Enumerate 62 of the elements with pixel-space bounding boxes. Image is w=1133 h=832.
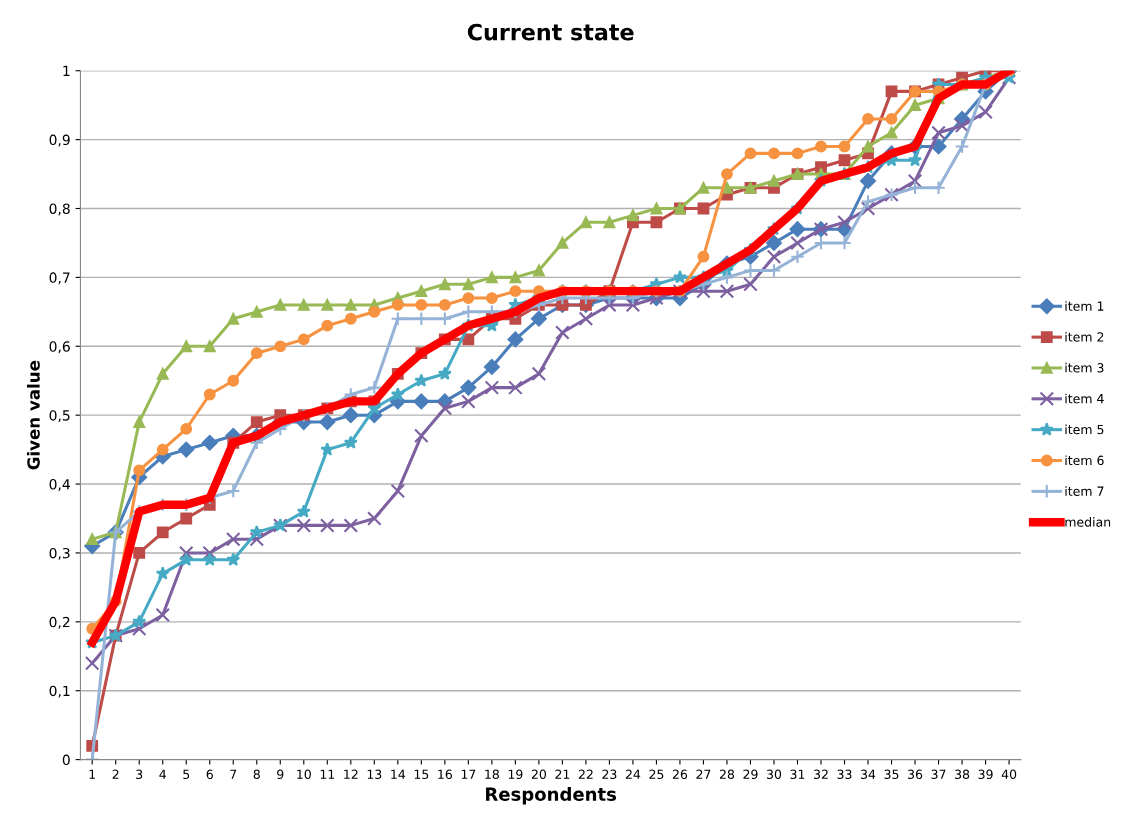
legend-label: item 5 bbox=[1065, 424, 1104, 435]
x-tick-label: 2 bbox=[112, 769, 119, 779]
x-tick-label: 19 bbox=[508, 769, 523, 780]
x-tick-label: 6 bbox=[206, 769, 213, 780]
x-tick-label: 4 bbox=[159, 769, 166, 779]
x-tick-label: 10 bbox=[297, 769, 311, 780]
x-tick-label: 23 bbox=[602, 769, 617, 780]
x-tick-label: 7 bbox=[230, 769, 237, 779]
x-tick-label: 3 bbox=[136, 769, 143, 780]
x-tick-label: 38 bbox=[955, 769, 970, 780]
x-tick-label: 15 bbox=[414, 769, 429, 780]
legend-label: item 7 bbox=[1065, 486, 1104, 496]
legend-label: item 6 bbox=[1065, 455, 1104, 466]
y-tick-label: 0 bbox=[62, 754, 70, 766]
x-tick-label: 1 bbox=[89, 769, 96, 779]
x-tick-label: 33 bbox=[837, 769, 852, 780]
x-tick-label: 13 bbox=[367, 769, 382, 780]
x-tick-label: 9 bbox=[277, 769, 284, 780]
x-tick-label: 39 bbox=[978, 769, 993, 780]
x-tick-label: 16 bbox=[438, 769, 453, 780]
x-tick-label: 14 bbox=[391, 769, 406, 779]
legend-label: item 2 bbox=[1065, 332, 1104, 342]
x-tick-label: 26 bbox=[672, 769, 688, 780]
x-tick-label: 8 bbox=[253, 769, 260, 780]
legend-label: item 3 bbox=[1065, 362, 1104, 373]
y-tick-label: 0,6 bbox=[49, 341, 70, 354]
x-tick-label: 20 bbox=[531, 769, 547, 780]
x-tick-label: 21 bbox=[555, 769, 570, 779]
y-tick-label: 0,4 bbox=[49, 479, 70, 491]
legend-label: item 1 bbox=[1065, 301, 1104, 311]
y-tick-label: 0,7 bbox=[49, 272, 70, 285]
x-tick-label: 18 bbox=[485, 769, 499, 780]
x-tick-label: 12 bbox=[344, 769, 358, 779]
legend-label: item 4 bbox=[1065, 393, 1104, 404]
x-tick-label: 34 bbox=[861, 769, 876, 780]
x-tick-label: 32 bbox=[814, 769, 828, 780]
x-tick-label: 28 bbox=[719, 769, 735, 780]
y-tick-label: 0,8 bbox=[49, 203, 70, 216]
x-axis-title: Respondents bbox=[486, 786, 617, 805]
y-tick-label: 0,1 bbox=[49, 685, 70, 698]
x-tick-label: 5 bbox=[183, 769, 190, 780]
y-tick-label: 0,5 bbox=[49, 410, 70, 423]
x-tick-label: 36 bbox=[908, 769, 923, 780]
x-tick-label: 27 bbox=[696, 769, 711, 779]
x-tick-label: 22 bbox=[578, 769, 593, 779]
legend-label: median bbox=[1065, 517, 1111, 527]
x-tick-label: 40 bbox=[1001, 769, 1017, 780]
x-tick-label: 25 bbox=[649, 769, 664, 780]
x-tick-label: 30 bbox=[766, 769, 782, 780]
x-tick-label: 17 bbox=[461, 769, 476, 779]
x-tick-label: 24 bbox=[625, 769, 641, 779]
y-tick-label: 0,3 bbox=[49, 547, 70, 560]
y-axis-title: Given value bbox=[26, 360, 40, 470]
chart-title: Current state bbox=[467, 23, 634, 41]
x-tick-label: 35 bbox=[884, 769, 899, 780]
y-tick-label: 0,2 bbox=[49, 616, 70, 629]
x-tick-label: 37 bbox=[931, 769, 946, 780]
y-tick-label: 0,9 bbox=[49, 134, 70, 147]
x-tick-label: 11 bbox=[320, 769, 335, 779]
y-tick-label: 1 bbox=[63, 65, 70, 76]
x-tick-label: 29 bbox=[743, 769, 758, 780]
x-tick-label: 31 bbox=[790, 769, 805, 780]
